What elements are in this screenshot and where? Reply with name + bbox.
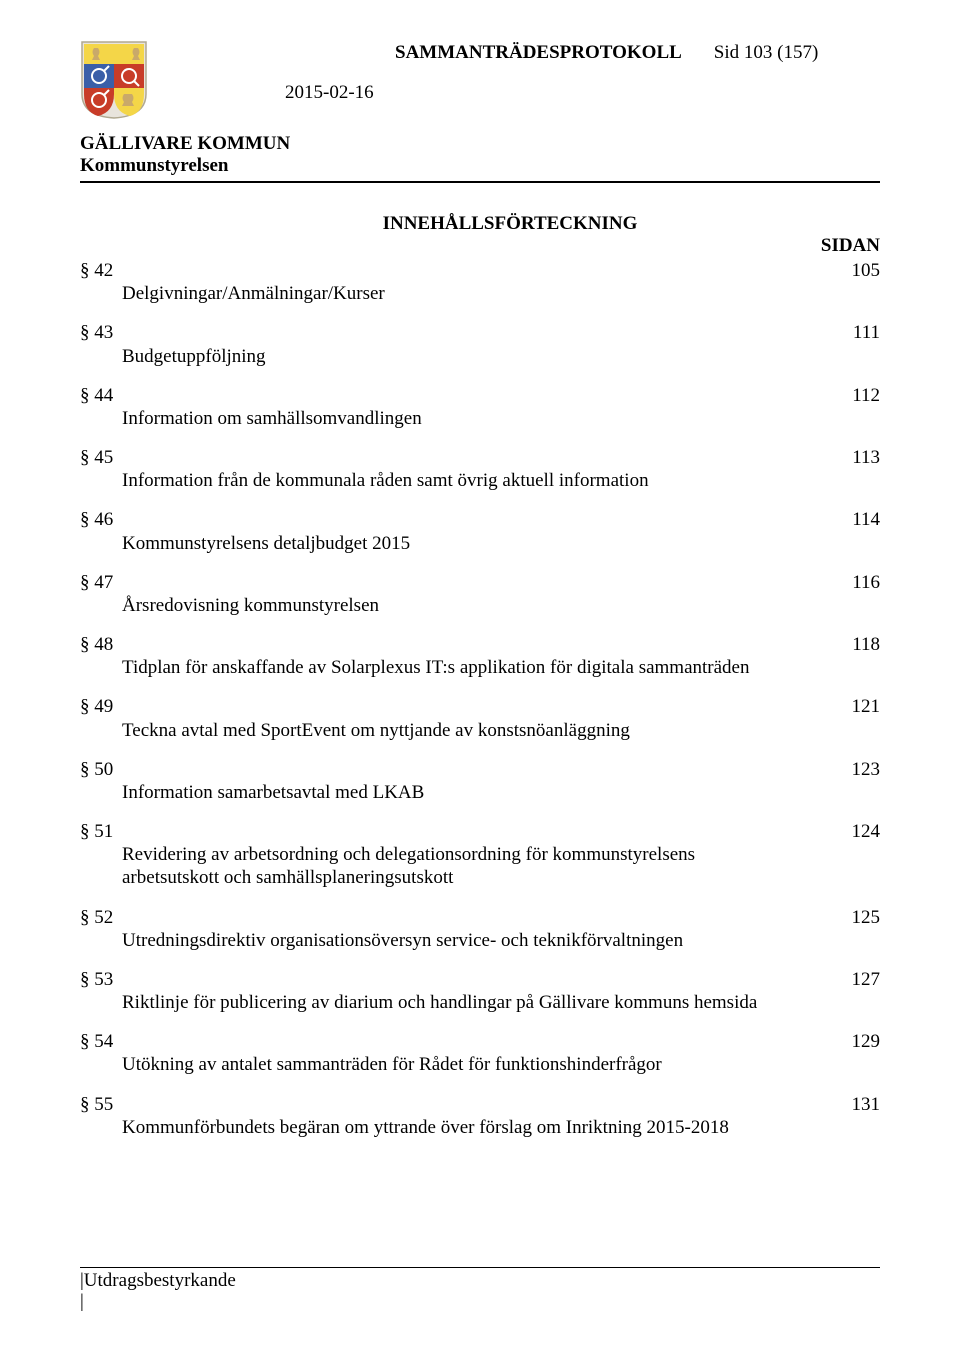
- toc-entry: § 48Tidplan för anskaffande av Solarplex…: [80, 633, 880, 679]
- toc-page-number: 123: [800, 758, 880, 781]
- document-footer: |Utdragsbestyrkande |: [80, 1267, 880, 1313]
- toc-section-number: § 50: [80, 759, 113, 780]
- toc-page-number: 113: [800, 446, 880, 469]
- header-divider: [80, 181, 880, 183]
- toc-page-number: 111: [800, 321, 880, 344]
- toc-section-number: § 42: [80, 260, 113, 281]
- toc-page-number: 129: [800, 1030, 880, 1053]
- toc-page-number: 116: [800, 571, 880, 594]
- toc-entry-description: Utredningsdirektiv organisationsöversyn …: [80, 929, 780, 952]
- toc-page-number: 124: [800, 820, 880, 843]
- toc-entry: § 49Teckna avtal med SportEvent om nyttj…: [80, 695, 880, 741]
- toc-entry-left: § 45Information från de kommunala råden …: [80, 446, 800, 492]
- toc-entry: § 44Information om samhällsomvandlingen1…: [80, 384, 880, 430]
- table-of-contents: § 42Delgivningar/Anmälningar/Kurser105§ …: [80, 259, 880, 1139]
- footer-divider: [80, 1267, 880, 1268]
- toc-entry: § 47Årsredovisning kommunstyrelsen116: [80, 571, 880, 617]
- toc-section-number: § 54: [80, 1031, 113, 1052]
- toc-heading: INNEHÅLLSFÖRTECKNING: [80, 213, 880, 235]
- footer-label: |Utdragsbestyrkande: [80, 1270, 880, 1292]
- toc-entry: § 54Utökning av antalet sammanträden för…: [80, 1030, 880, 1076]
- toc-entry: § 51Revidering av arbetsordning och dele…: [80, 820, 880, 890]
- organization-subunit: Kommunstyrelsen: [80, 155, 880, 177]
- toc-section-number: § 55: [80, 1094, 113, 1115]
- toc-page-number: 118: [800, 633, 880, 656]
- toc-entry-left: § 51Revidering av arbetsordning och dele…: [80, 820, 800, 890]
- toc-section-number: § 43: [80, 322, 113, 343]
- toc-entry-left: § 49Teckna avtal med SportEvent om nyttj…: [80, 695, 800, 741]
- document-title: SAMMANTRÄDESPROTOKOLL: [395, 42, 682, 64]
- toc-entry-description: Delgivningar/Anmälningar/Kurser: [80, 282, 780, 305]
- toc-heading-row: INNEHÅLLSFÖRTECKNING: [80, 213, 880, 235]
- toc-entry-left: § 52Utredningsdirektiv organisationsöver…: [80, 906, 800, 952]
- header-text: SAMMANTRÄDESPROTOKOLL Sid 103 (157) 2015…: [155, 40, 880, 104]
- toc-page-number: 121: [800, 695, 880, 718]
- toc-page-column-label: SIDAN: [800, 235, 880, 257]
- toc-page-number: 131: [800, 1093, 880, 1116]
- toc-entry-left: § 43Budgetuppföljning: [80, 321, 800, 367]
- toc-entry-left: § 48Tidplan för anskaffande av Solarplex…: [80, 633, 800, 679]
- toc-entry-description: Utökning av antalet sammanträden för Råd…: [80, 1053, 780, 1076]
- toc-entry: § 42Delgivningar/Anmälningar/Kurser105: [80, 259, 880, 305]
- toc-entry-description: Budgetuppföljning: [80, 345, 780, 368]
- toc-entry-left: § 55Kommunförbundets begäran om yttrande…: [80, 1093, 800, 1139]
- toc-entry: § 46Kommunstyrelsens detaljbudget 201511…: [80, 508, 880, 554]
- toc-entry-left: § 54Utökning av antalet sammanträden för…: [80, 1030, 800, 1076]
- document-date: 2015-02-16: [155, 82, 880, 104]
- toc-section-number: § 53: [80, 969, 113, 990]
- toc-entry-description: Information från de kommunala råden samt…: [80, 469, 780, 492]
- organization-name: GÄLLIVARE KOMMUN: [80, 133, 880, 155]
- toc-section-number: § 51: [80, 821, 113, 842]
- toc-entry: § 43Budgetuppföljning111: [80, 321, 880, 367]
- toc-section-number: § 48: [80, 634, 113, 655]
- toc-entry: § 53Riktlinje för publicering av diarium…: [80, 968, 880, 1014]
- logo-block: [80, 40, 155, 125]
- document-header: SAMMANTRÄDESPROTOKOLL Sid 103 (157) 2015…: [80, 40, 880, 125]
- toc-entry-description: Årsredovisning kommunstyrelsen: [80, 594, 780, 617]
- toc-page-number: 125: [800, 906, 880, 929]
- toc-entry-description: Teckna avtal med SportEvent om nyttjande…: [80, 719, 780, 742]
- toc-section-number: § 45: [80, 447, 113, 468]
- toc-entry: § 52Utredningsdirektiv organisationsöver…: [80, 906, 880, 952]
- toc-entry-description: Revidering av arbetsordning och delegati…: [80, 843, 780, 889]
- toc-entry-left: § 47Årsredovisning kommunstyrelsen: [80, 571, 800, 617]
- toc-page-number: 114: [800, 508, 880, 531]
- toc-entry-description: Information samarbetsavtal med LKAB: [80, 781, 780, 804]
- toc-page-number: 127: [800, 968, 880, 991]
- toc-entry-left: § 50Information samarbetsavtal med LKAB: [80, 758, 800, 804]
- header-title-row: SAMMANTRÄDESPROTOKOLL Sid 103 (157): [155, 42, 880, 64]
- toc-section-number: § 44: [80, 385, 113, 406]
- toc-entry-left: § 44Information om samhällsomvandlingen: [80, 384, 800, 430]
- toc-entry-description: Tidplan för anskaffande av Solarplexus I…: [80, 656, 780, 679]
- toc-section-number: § 52: [80, 907, 113, 928]
- toc-page-number: 105: [800, 259, 880, 282]
- toc-entry-left: § 42Delgivningar/Anmälningar/Kurser: [80, 259, 800, 305]
- toc-section-number: § 49: [80, 696, 113, 717]
- toc-entry: § 55Kommunförbundets begäran om yttrande…: [80, 1093, 880, 1139]
- toc-section-number: § 47: [80, 572, 113, 593]
- municipality-crest-icon: [80, 40, 148, 120]
- toc-entry-description: Kommunstyrelsens detaljbudget 2015: [80, 532, 780, 555]
- toc-entry: § 50Information samarbetsavtal med LKAB1…: [80, 758, 880, 804]
- toc-entry-description: Information om samhällsomvandlingen: [80, 407, 780, 430]
- toc-entry-description: Kommunförbundets begäran om yttrande öve…: [80, 1116, 780, 1139]
- toc-section-number: § 46: [80, 509, 113, 530]
- toc-entry: § 45Information från de kommunala råden …: [80, 446, 880, 492]
- toc-entry-description: Riktlinje för publicering av diarium och…: [80, 991, 780, 1014]
- page-reference: Sid 103 (157): [714, 42, 819, 64]
- toc-page-number: 112: [800, 384, 880, 407]
- toc-entry-left: § 53Riktlinje för publicering av diarium…: [80, 968, 800, 1014]
- footer-bar: |: [80, 1292, 880, 1313]
- toc-entry-left: § 46Kommunstyrelsens detaljbudget 2015: [80, 508, 800, 554]
- organization-block: GÄLLIVARE KOMMUN Kommunstyrelsen: [80, 133, 880, 177]
